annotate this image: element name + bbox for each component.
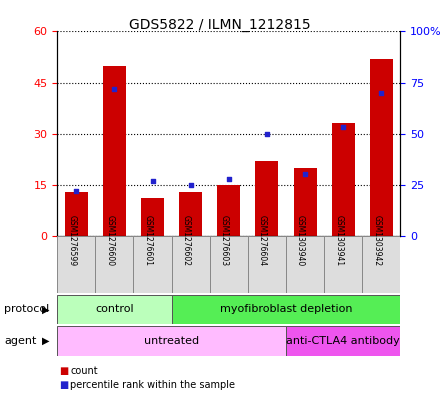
Bar <box>256 161 279 236</box>
Bar <box>370 59 393 236</box>
Text: ▶: ▶ <box>42 336 50 346</box>
Point <box>264 130 271 137</box>
Point <box>301 171 308 178</box>
Text: agent: agent <box>4 336 37 346</box>
Text: count: count <box>70 366 98 376</box>
Text: GSM1276604: GSM1276604 <box>258 215 267 266</box>
Bar <box>172 295 400 324</box>
Point <box>149 178 156 184</box>
Text: ■: ■ <box>59 366 69 376</box>
Text: ▶: ▶ <box>42 305 50 314</box>
Point <box>111 86 118 92</box>
Text: myofibroblast depletion: myofibroblast depletion <box>220 305 352 314</box>
Bar <box>141 198 164 236</box>
Text: GSM1276600: GSM1276600 <box>106 215 114 266</box>
Point <box>225 175 232 182</box>
Bar <box>179 191 202 236</box>
Text: untreated: untreated <box>144 336 199 346</box>
Bar <box>103 66 126 236</box>
Point <box>73 188 80 194</box>
Bar <box>57 295 172 324</box>
Text: GSM1303940: GSM1303940 <box>296 215 305 266</box>
Text: percentile rank within the sample: percentile rank within the sample <box>70 380 235 390</box>
Bar <box>210 236 248 293</box>
Text: GSM1276602: GSM1276602 <box>182 215 191 266</box>
Bar <box>57 236 95 293</box>
Bar <box>57 326 286 356</box>
Bar <box>362 236 400 293</box>
Point <box>187 182 194 188</box>
Text: GSM1276601: GSM1276601 <box>143 215 153 266</box>
Bar <box>65 191 88 236</box>
Text: GDS5822 / ILMN_1212815: GDS5822 / ILMN_1212815 <box>129 18 311 32</box>
Bar <box>172 236 210 293</box>
Bar <box>248 236 286 293</box>
Text: GSM1303942: GSM1303942 <box>372 215 381 266</box>
Bar <box>324 236 362 293</box>
Bar <box>286 236 324 293</box>
Point <box>340 124 347 130</box>
Text: GSM1276599: GSM1276599 <box>67 215 76 266</box>
Text: protocol: protocol <box>4 305 50 314</box>
Bar <box>133 236 172 293</box>
Text: ■: ■ <box>59 380 69 390</box>
Text: GSM1276603: GSM1276603 <box>220 215 229 266</box>
Bar <box>332 123 355 236</box>
Text: anti-CTLA4 antibody: anti-CTLA4 antibody <box>286 336 400 346</box>
Text: GSM1303941: GSM1303941 <box>334 215 343 266</box>
Bar <box>217 185 240 236</box>
Bar <box>286 326 400 356</box>
Bar <box>95 236 133 293</box>
Bar <box>293 168 316 236</box>
Text: control: control <box>95 305 134 314</box>
Point <box>378 90 385 96</box>
